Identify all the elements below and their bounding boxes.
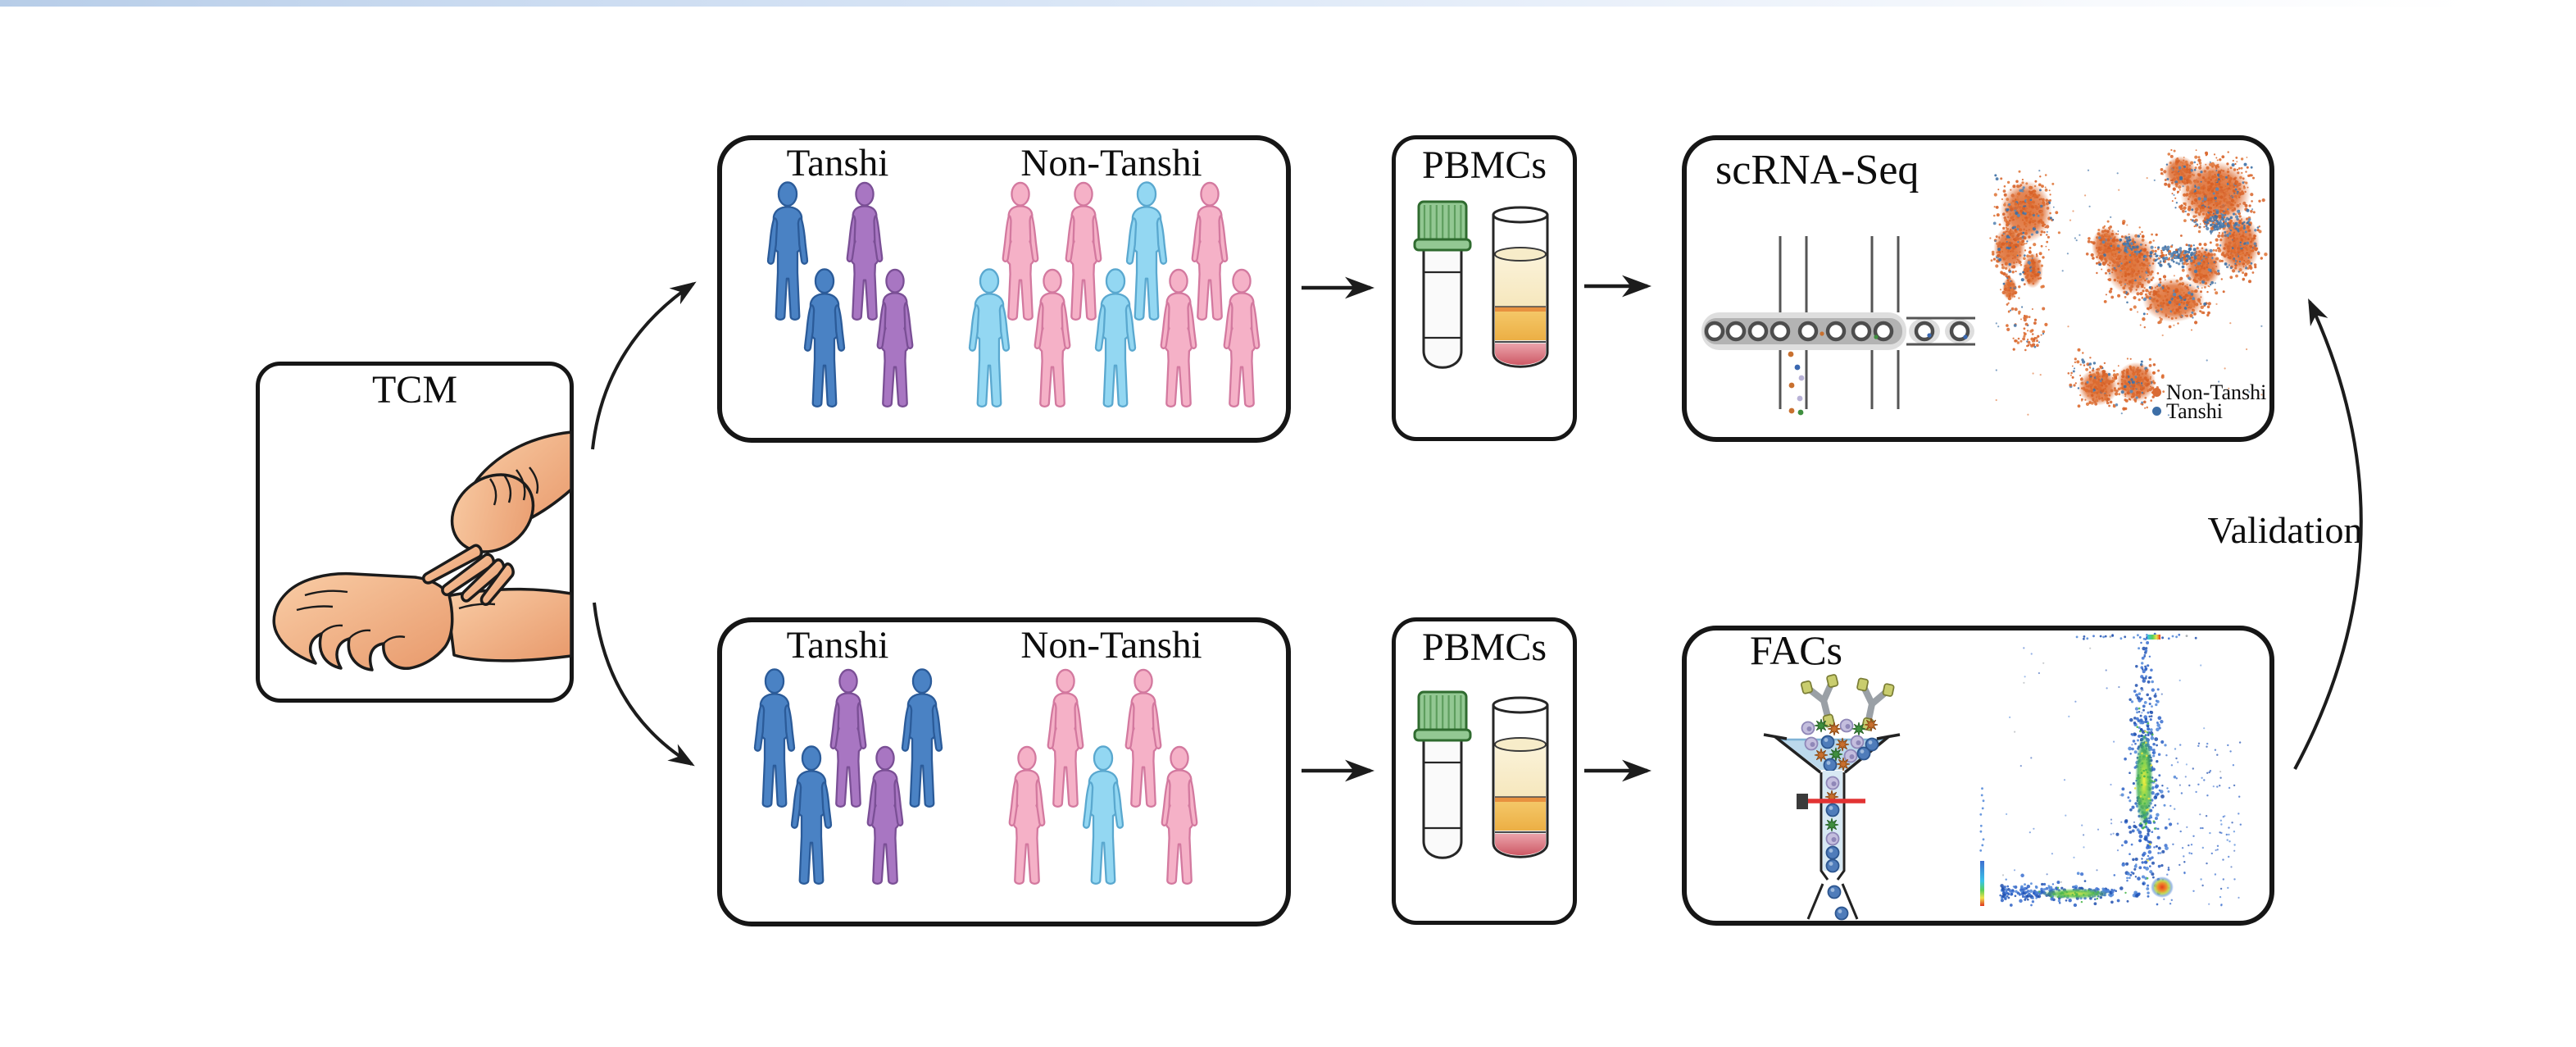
legend-row-tanshi: Tanshi [2152, 398, 2266, 423]
tcm-title: TCM [371, 368, 457, 412]
cohort-bottom-tanshi-label: Tanshi [786, 624, 889, 667]
pbmcs-bottom-title: PBMCs [1421, 626, 1547, 669]
tcm-box [256, 362, 574, 703]
validation-label: Validation [2207, 509, 2363, 551]
arrow-tcm-to-bottom-cohort [593, 602, 695, 767]
scrna-title: scRNA-Seq [1715, 147, 1920, 193]
legend-dot-tanshi [2152, 407, 2161, 416]
cohort-top-non-tanshi-label: Non-Tanshi [1020, 142, 1202, 184]
top-gradient-bar [0, 0, 2576, 7]
cohort-bottom-non-tanshi-label: Non-Tanshi [1020, 624, 1202, 667]
arrow-tcm-to-top-cohort [591, 281, 697, 450]
umap-legend: Non-Tanshi Tanshi [2152, 381, 2266, 423]
legend-dot-non-tanshi [2152, 388, 2161, 397]
legend-label-tanshi: Tanshi [2166, 398, 2223, 423]
facs-title: FACs [1750, 627, 1843, 673]
cohort-top-tanshi-label: Tanshi [786, 142, 889, 184]
pbmcs-top-title: PBMCs [1421, 143, 1547, 187]
